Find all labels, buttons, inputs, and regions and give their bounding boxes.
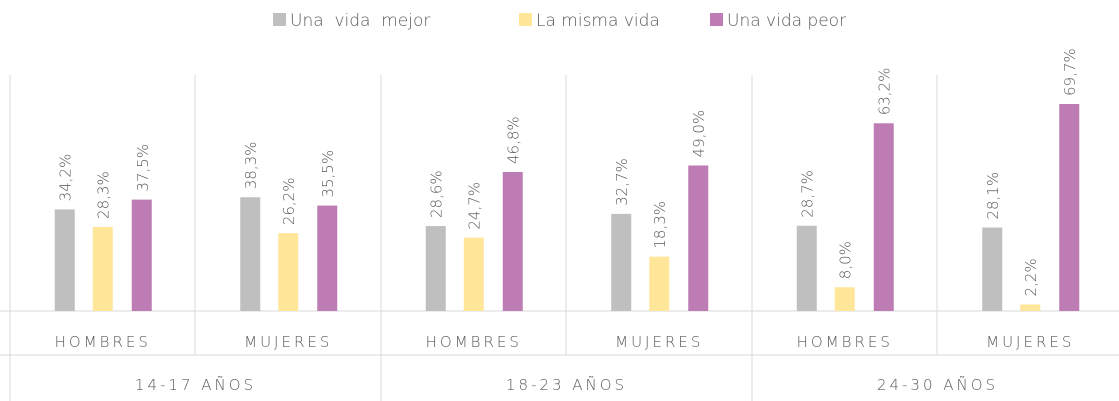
category-label: MUJERES — [244, 333, 332, 351]
bar — [240, 197, 261, 311]
value-label: 32,7% — [613, 158, 631, 206]
category-label: MUJERES — [615, 333, 703, 351]
value-label: 69,7% — [1061, 48, 1079, 96]
value-label: 2,2% — [1022, 258, 1040, 296]
bar — [688, 165, 709, 311]
group-label: 14-17 AÑOS — [135, 375, 256, 394]
bar — [131, 199, 152, 311]
value-label: 38,3% — [242, 142, 260, 190]
category-label: HOMBRES — [426, 333, 522, 351]
value-label: 34,2% — [57, 154, 75, 202]
legend-label: La misma vida — [536, 11, 660, 31]
bar — [796, 225, 817, 311]
legend-swatch — [273, 13, 286, 26]
value-label: 26,2% — [280, 178, 298, 226]
value-label: 28,6% — [428, 170, 446, 218]
bar — [611, 213, 632, 311]
legend-swatch — [710, 13, 723, 26]
value-label: 49,0% — [690, 110, 708, 158]
value-label: 24,7% — [466, 182, 484, 230]
bar — [463, 237, 484, 311]
value-label: 28,3% — [95, 171, 113, 219]
value-label: 37,5% — [134, 144, 152, 192]
value-label: 8,0% — [837, 241, 855, 279]
group-label: 18-23 AÑOS — [506, 375, 627, 394]
bar — [1020, 304, 1041, 311]
category-label: HOMBRES — [55, 333, 151, 351]
value-label: 46,8% — [505, 116, 523, 164]
bar — [649, 256, 670, 311]
bar — [1059, 103, 1080, 311]
bar — [502, 172, 523, 311]
value-label: 28,7% — [799, 170, 817, 218]
separators — [0, 75, 1119, 401]
value-label: 18,3% — [651, 201, 669, 249]
value-label: 35,5% — [319, 150, 337, 198]
bar — [425, 226, 446, 311]
value-label: 63,2% — [876, 68, 894, 116]
legend-swatch — [519, 13, 532, 26]
legend-label: Una vida peor — [727, 11, 846, 31]
bar — [834, 287, 855, 311]
group-label: 24-30 AÑOS — [877, 375, 998, 394]
value-label: 28,1% — [984, 172, 1002, 220]
category-label: HOMBRES — [797, 333, 893, 351]
bar — [317, 205, 338, 311]
bar — [982, 227, 1003, 311]
bar — [92, 226, 113, 311]
bar — [278, 233, 299, 311]
bar — [54, 209, 75, 311]
bar — [873, 123, 894, 312]
category-label: MUJERES — [986, 333, 1074, 351]
legend-label: Una vida mejor — [290, 11, 430, 31]
